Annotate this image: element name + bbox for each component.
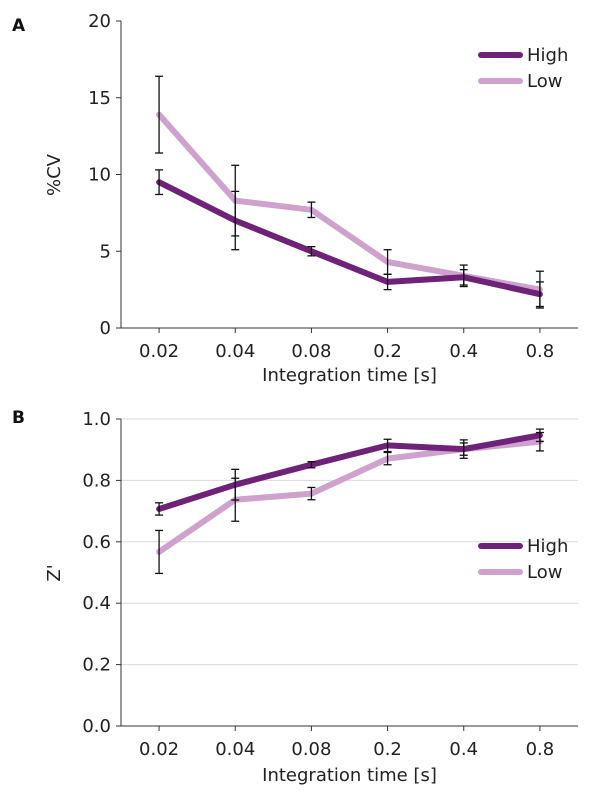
error-bar-low-3 [383,451,392,466]
x-tick-label-0: 0.02 [139,341,179,362]
legend: High Low [478,45,568,92]
y-tick-label-4: 0.8 [82,470,111,491]
error-bar-low-5 [535,431,544,452]
x-tick-label-4: 0.4 [449,739,478,760]
y-tick-label-2: 10 [88,165,111,186]
x-axis-label: Integration time [s] [262,765,437,786]
series-line-low [156,111,543,293]
x-tick-label-2: 0.08 [291,739,331,760]
x-tick-label-3: 0.2 [373,739,402,760]
error-bar-high-2 [307,245,316,257]
x-axis-label: Integration time [s] [262,365,437,386]
y-axis-label: Z' [44,564,65,581]
error-bar-high-0 [155,502,164,516]
x-tick-label-3: 0.2 [373,341,402,362]
legend: High Low [478,536,568,583]
legend-label-low: Low [527,562,562,583]
y-tick-label-2: 0.4 [82,593,111,614]
y-tick-label-0: 0 [100,318,111,339]
error-bar-low-2 [307,201,316,219]
chart-panel-a: 0 5 10 15 20 0.02 0.04 0.08 0.2 0.4 0.8 Integration… [44,11,578,386]
error-bar-low-2 [307,486,316,501]
y-axis-label: %CV [44,153,65,196]
x-tick-label-5: 0.8 [526,739,555,760]
y-tick-label-1: 0.2 [82,655,111,676]
x-tick-label-4: 0.4 [449,341,478,362]
y-tick-label-3: 0.6 [82,532,111,553]
y-tick-label-5: 1.0 [82,409,111,430]
y-tick-label-3: 15 [88,88,111,109]
error-bar-low-1 [231,477,240,522]
x-tick-label-0: 0.02 [139,739,179,760]
series-line-high [156,432,543,512]
error-bar-low-1 [231,164,240,237]
legend-label-high: High [527,536,568,557]
error-bar-low-4 [459,264,468,288]
error-bar-low-0 [155,75,164,154]
y-tick-label-1: 5 [100,241,111,262]
series-line-high [156,179,543,298]
error-bar-low-3 [383,249,392,275]
error-bar-high-2 [307,461,316,469]
chart-panel-b: 0.0 0.2 0.4 0.6 0.8 1.0 0.02 0.04 0.08 0.2 0.4 0.8 I… [44,409,578,786]
panel-label-a: A [12,16,26,36]
y-tick-label-4: 20 [88,11,111,32]
x-tick-label-1: 0.04 [215,739,255,760]
legend-label-low: Low [527,71,562,92]
x-tick-label-2: 0.08 [291,341,331,362]
error-bar-low-0 [155,529,164,575]
error-bar-high-3 [383,438,392,453]
x-tick-label-5: 0.8 [526,341,555,362]
series-line-low [156,438,543,555]
legend-label-high: High [527,45,568,66]
error-bar-high-0 [155,169,164,196]
y-tick-label-0: 0.0 [82,716,111,737]
x-tick-label-1: 0.04 [215,341,255,362]
panel-label-b: B [12,408,25,428]
error-bar-low-5 [535,270,544,309]
error-bar-low-4 [459,439,468,459]
